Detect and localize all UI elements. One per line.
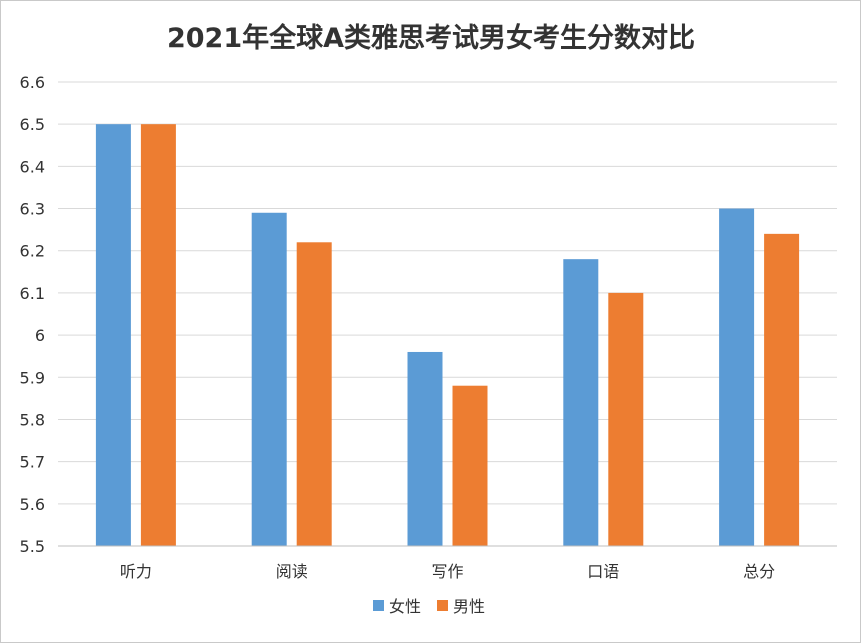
bar-male-0 [140,124,176,546]
bars [95,124,800,547]
x-category-label: 总分 [743,562,775,581]
bar-female-1 [251,212,287,546]
y-tick-label: 6.3 [20,200,45,219]
bar-male-4 [764,233,800,546]
x-category-label: 写作 [431,562,463,581]
x-category-label: 听力 [120,562,152,581]
bar-male-2 [452,385,488,546]
legend-label: 女性 [389,597,421,616]
bar-male-3 [608,292,644,546]
bar-female-2 [407,351,443,546]
chart-title: 2021年全球A类雅思考试男女考生分数对比 [167,22,695,54]
x-category-label: 口语 [587,562,619,581]
bar-female-3 [563,259,599,546]
bar-female-0 [95,124,131,546]
y-tick-label: 6.6 [20,73,45,92]
y-tick-label: 6.5 [20,115,45,134]
y-tick-label: 6.2 [20,242,45,261]
y-tick-label: 5.9 [20,368,45,387]
y-tick-label: 6.1 [20,284,45,303]
y-tick-label: 5.5 [20,537,45,556]
y-tick-label: 5.8 [20,410,45,429]
x-axis: 听力 阅读 写作 口语 总分 [58,545,837,581]
bar-female-4 [719,208,755,546]
y-tick-label: 6.4 [20,157,45,176]
y-tick-label: 5.7 [20,453,45,472]
gridlines [58,81,837,505]
y-tick-label: 5.6 [20,495,45,514]
y-axis-ticks: 5.5 5.6 5.7 5.8 5.9 6 6.1 6.2 6.3 6.4 6.5 6.6 [20,73,45,556]
legend: 女性 男性 [373,597,485,616]
legend-swatch [373,600,384,611]
legend-label: 男性 [453,597,485,616]
x-category-label: 阅读 [276,562,308,581]
y-tick-label: 6 [35,326,45,345]
bar-male-1 [296,242,332,547]
legend-swatch [437,600,448,611]
